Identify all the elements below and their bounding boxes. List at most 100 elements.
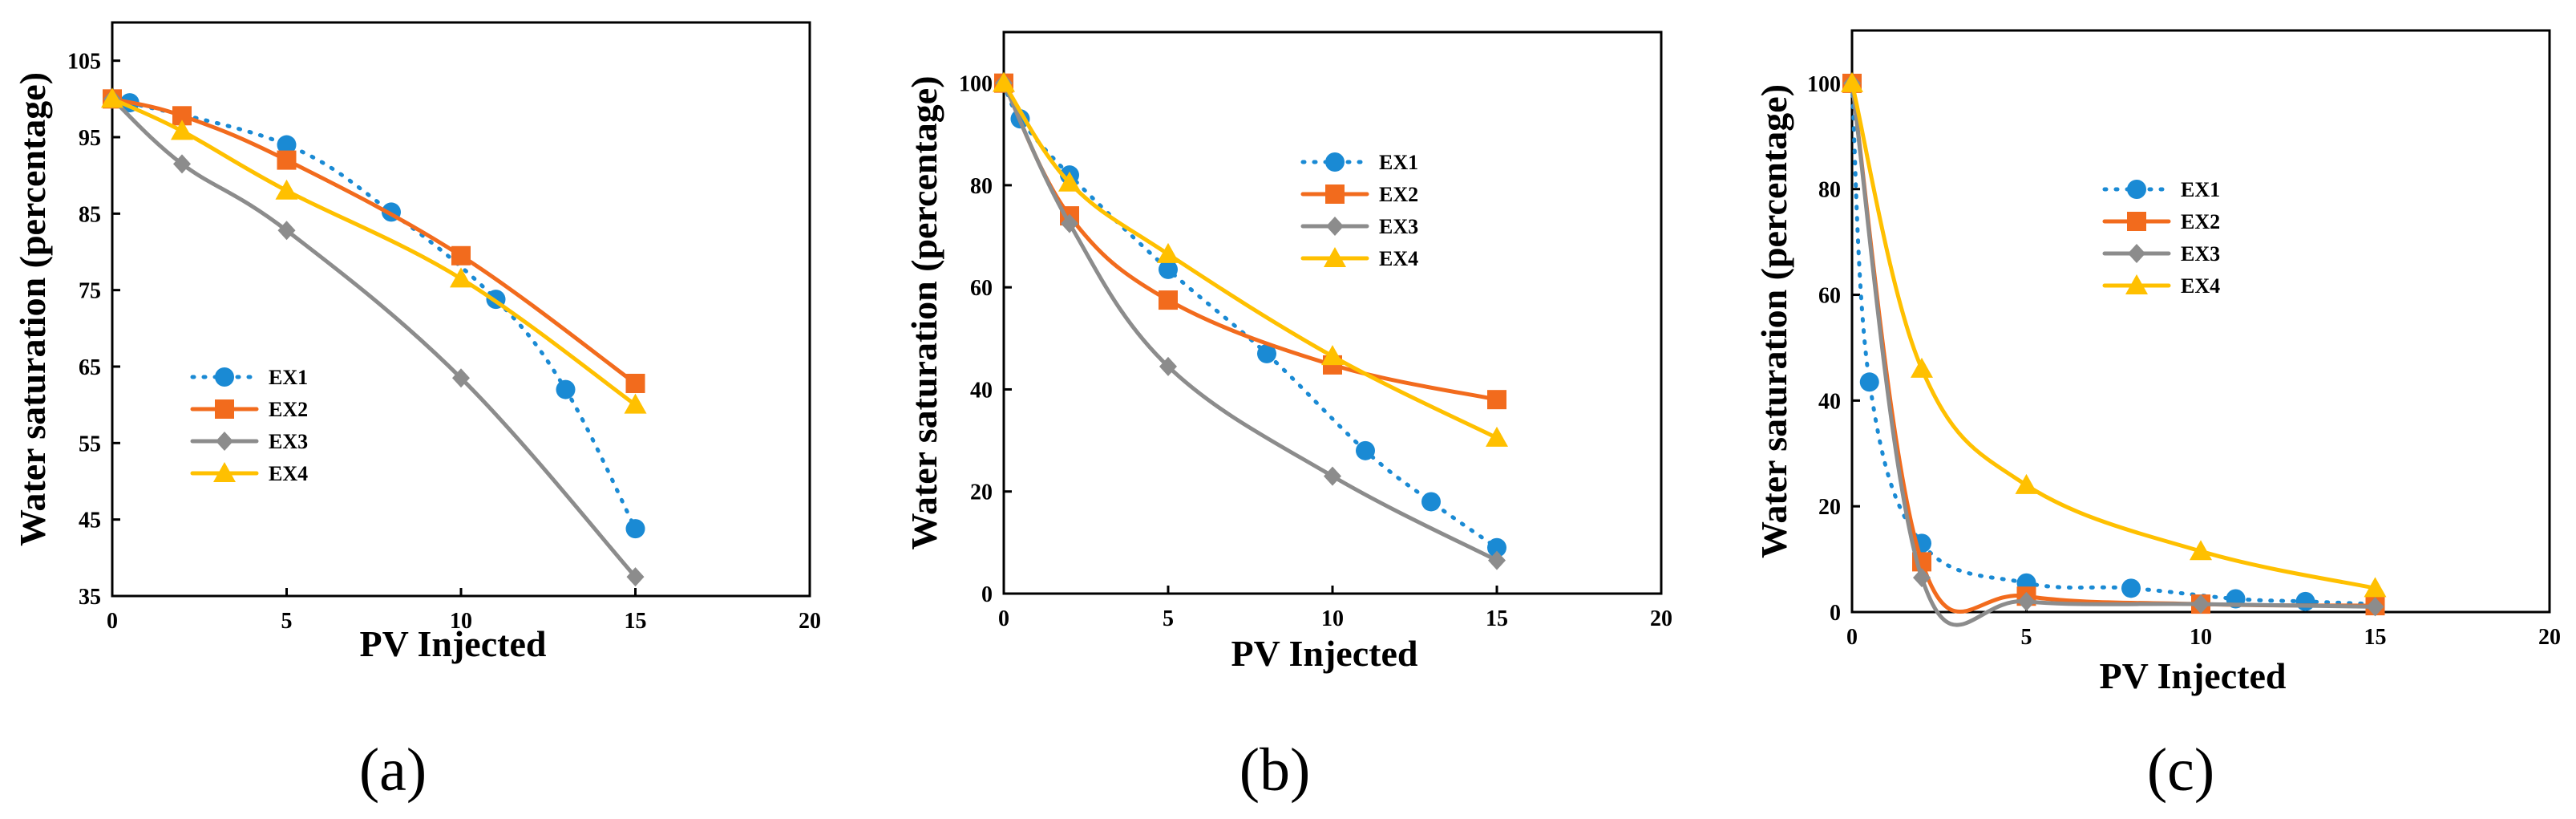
chart-c-legend-label-ex3: EX3 — [2181, 242, 2220, 266]
chart-a-y-tick-label-7: 105 — [67, 50, 101, 75]
chart-c-y-tick-label-0: 0 — [1830, 601, 1841, 626]
chart-a-y-tick-label-0: 35 — [79, 585, 101, 610]
chart-a-y-tick-label-4: 75 — [79, 279, 101, 304]
chart-c-point-ex4-4 — [2364, 577, 2387, 598]
chart-c-point-ex4-3 — [2190, 540, 2212, 561]
chart-a-series-line-ex3 — [110, 96, 637, 579]
chart-c-point-ex1-4 — [2121, 578, 2141, 598]
chart-b-legend-marker-ex4 — [1324, 247, 1346, 267]
chart-c-x-tick-label-1: 5 — [2021, 625, 2032, 650]
chart-b-point-ex4-0 — [993, 71, 1015, 92]
chart-b-legend-marker-ex3 — [1326, 217, 1344, 236]
chart-b-legend-marker-ex2 — [1325, 184, 1345, 204]
chart-b-series-line-ex1 — [1001, 81, 1499, 550]
chart-b-panel-label: (b) — [1239, 736, 1311, 804]
chart-c-y-tick-label-4: 80 — [1818, 178, 1841, 203]
chart-c-series-line-ex3 — [1850, 81, 2377, 627]
chart-a-x-tick-label-0: 0 — [107, 609, 118, 634]
chart-a-point-ex4-2 — [275, 179, 298, 200]
chart-a-x-tick-label-1: 5 — [281, 609, 293, 634]
chart-b-point-ex2-4 — [1487, 390, 1506, 410]
chart-b-y-tick-label-1: 20 — [970, 480, 993, 505]
chart-a-legend-label-ex1: EX1 — [269, 366, 308, 389]
chart-b-x-tick-label-0: 0 — [998, 606, 1009, 631]
chart-a-point-ex3-1 — [173, 154, 191, 174]
chart-a-y-tick-label-6: 95 — [79, 126, 101, 151]
chart-c-x-axis-title: PV Injected — [2100, 655, 2287, 696]
chart-c-point-ex3-3 — [2192, 594, 2210, 614]
chart-a-y-tick-label-3: 65 — [79, 355, 101, 380]
chart-a-point-ex3-4 — [626, 567, 645, 587]
chart-c-x-tick-label-4: 20 — [2538, 625, 2561, 650]
chart-c-series-line-ex2 — [1850, 81, 2377, 614]
chart-a-point-ex4-3 — [450, 267, 472, 288]
chart-b-y-tick-label-5: 100 — [959, 72, 993, 97]
chart-b-point-ex1-7 — [1487, 537, 1506, 557]
chart-c-y-tick-label-2: 40 — [1818, 389, 1841, 414]
chart-c-point-ex3-2 — [2017, 591, 2036, 611]
chart-b-y-tick-label-3: 60 — [970, 276, 993, 301]
chart-a-x-tick-label-2: 10 — [450, 609, 472, 634]
chart-b-y-tick-label-0: 0 — [981, 582, 993, 607]
chart-a-panel-label: (a) — [359, 736, 427, 804]
chart-a-point-ex4-1 — [171, 120, 193, 140]
chart-b-point-ex4-4 — [1486, 426, 1508, 447]
chart-b-y-axis-title: Water saturation (percentage) — [904, 75, 944, 549]
chart-b-point-ex4-2 — [1157, 242, 1179, 263]
chart-a-legend-label-ex4: EX4 — [269, 462, 308, 485]
chart-c-point-ex1-1 — [1859, 372, 1879, 392]
chart-a-x-tick-label-4: 20 — [799, 609, 821, 634]
chart-a-legend-label-ex3: EX3 — [269, 430, 308, 453]
chart-b-y-tick-label-4: 80 — [970, 174, 993, 199]
chart-c-panel-label: (c) — [2147, 736, 2214, 804]
chart-c-point-ex4-0 — [1841, 71, 1863, 92]
chart-b-x-tick-label-1: 5 — [1163, 606, 1174, 631]
chart-b-plot-frame — [1002, 30, 1663, 595]
chart-c-legend-marker-ex2 — [2127, 212, 2146, 231]
chart-a-point-ex4-0 — [101, 87, 123, 108]
chart-a-point-ex3-3 — [452, 368, 470, 388]
chart-c-point-ex4-1 — [1911, 357, 1933, 378]
chart-b-legend-marker-ex1 — [1325, 152, 1345, 172]
chart-b-x-tick-label-3: 15 — [1486, 606, 1508, 631]
chart-c-x-tick-label-3: 15 — [2364, 625, 2387, 650]
chart-c-point-ex1-6 — [2295, 591, 2315, 611]
chart-c-y-axis-title: Water saturation (percentage) — [1753, 84, 1794, 558]
chart-b-point-ex4-3 — [1321, 345, 1344, 366]
chart-b-point-ex3-3 — [1324, 466, 1341, 486]
chart-a-series-line-ex2 — [110, 96, 637, 386]
chart-a-y-axis-title: Water saturation (percentage) — [12, 72, 53, 546]
chart-c-legend-marker-ex3 — [2128, 244, 2145, 263]
chart-a-y-tick-label-2: 55 — [79, 432, 101, 456]
chart-a-legend-label-ex2: EX2 — [269, 398, 308, 421]
chart-c-x-tick-label-2: 10 — [2190, 625, 2212, 650]
chart-a-x-tick-label-3: 15 — [625, 609, 647, 634]
chart-c-point-ex3-1 — [1913, 568, 1931, 588]
chart-b-legend-label-ex3: EX3 — [1379, 215, 1418, 238]
chart-b-y-tick-label-2: 40 — [970, 378, 993, 403]
chart-b-point-ex1-5 — [1356, 440, 1375, 460]
chart-c-legend-marker-ex1 — [2127, 180, 2146, 199]
chart-a-point-ex1-2 — [277, 135, 297, 155]
chart-c-legend-label-ex4: EX4 — [2181, 274, 2220, 298]
chart-b-series-line-ex4 — [1001, 81, 1499, 440]
chart-c-series-line-ex4 — [1850, 81, 2377, 590]
chart-c-point-ex3-4 — [2366, 597, 2384, 617]
chart-c-legend-marker-ex4 — [2125, 274, 2148, 294]
chart-a-series-line-ex4 — [110, 96, 637, 407]
chart-a-legend-marker-ex3 — [216, 432, 233, 451]
chart-a-point-ex1-6 — [625, 519, 645, 539]
chart-a-x-axis-title: PV Injected — [360, 623, 547, 664]
chart-a-point-ex4-4 — [624, 393, 647, 414]
chart-b-legend-label-ex4: EX4 — [1379, 247, 1418, 270]
chart-c-y-tick-label-3: 60 — [1818, 284, 1841, 309]
chart-a-point-ex2-3 — [451, 245, 471, 266]
chart-c-x-tick-label-0: 0 — [1846, 625, 1858, 650]
chart-a-legend-marker-ex4 — [213, 462, 236, 482]
chart-b-x-tick-label-2: 10 — [1321, 606, 1344, 631]
chart-c-legend-label-ex2: EX2 — [2181, 210, 2220, 233]
chart-a-plot-frame — [111, 21, 811, 598]
chart-c-y-tick-label-1: 20 — [1818, 495, 1841, 520]
chart-a-y-tick-label-5: 85 — [79, 202, 101, 227]
